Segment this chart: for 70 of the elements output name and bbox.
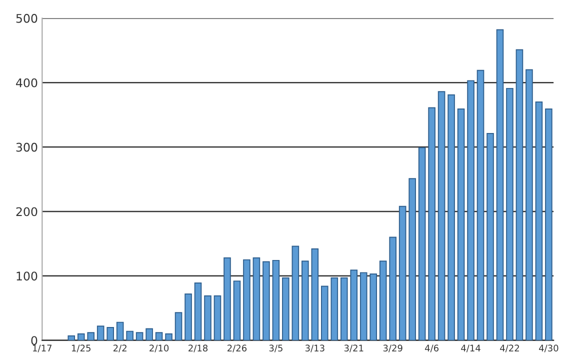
bar (224, 257, 231, 340)
bar (506, 88, 514, 340)
x-tick-label: 2/18 (188, 344, 208, 352)
bar (136, 332, 144, 340)
bar (330, 277, 338, 340)
bar (106, 326, 114, 340)
y-tick-label: 100 (16, 272, 38, 281)
x-tick-label: 3/13 (305, 344, 324, 352)
bar (526, 69, 533, 340)
y-tick-label: 200 (16, 207, 38, 216)
x-tick-label: 3/21 (344, 344, 364, 352)
bar (438, 91, 446, 340)
x-tick-label: 1/25 (72, 344, 90, 352)
bar (476, 70, 484, 340)
bar (204, 295, 212, 340)
bar (408, 178, 416, 340)
bar (68, 335, 76, 340)
bar (87, 332, 95, 340)
bar (486, 133, 494, 340)
x-tick-label: 4/30 (539, 344, 558, 352)
bar (545, 108, 552, 340)
y-tick-label: 500 (16, 14, 38, 23)
x-tick-label: 3/5 (269, 344, 282, 352)
bar (448, 94, 455, 340)
x-tick-label: 2/10 (150, 344, 169, 352)
bar (165, 333, 172, 340)
x-tick-label: 2/26 (228, 344, 247, 352)
bar (77, 333, 85, 340)
bar (389, 236, 396, 340)
x-tick-label: 3/29 (383, 344, 402, 352)
bar (496, 29, 504, 340)
bar (126, 330, 134, 340)
bar (184, 293, 192, 340)
bar (155, 332, 163, 340)
x-tick-label: 4/14 (461, 344, 480, 352)
bar (302, 260, 309, 340)
bar (116, 322, 124, 340)
x-tick-label: 1/17 (33, 344, 52, 352)
bar (282, 277, 290, 340)
bar (418, 147, 426, 340)
bar (379, 260, 387, 340)
x-tick-label: 4/22 (500, 344, 519, 352)
bar (370, 273, 378, 340)
y-tick-label: 0 (31, 336, 38, 345)
bar (146, 328, 153, 340)
y-tick-label: 300 (16, 142, 38, 152)
bar (350, 270, 358, 340)
bar (360, 272, 368, 340)
bar (340, 277, 348, 340)
bar (292, 246, 300, 340)
bar (428, 107, 436, 340)
bar (233, 280, 241, 340)
bar (174, 312, 182, 340)
bar (262, 261, 270, 340)
bar (243, 259, 250, 340)
x-tick-label: 2/2 (113, 344, 126, 352)
x-tick-label: 4/6 (424, 344, 438, 352)
bar (457, 108, 465, 340)
bar (194, 282, 202, 340)
bar (96, 326, 104, 340)
bar (321, 286, 328, 340)
bar (214, 295, 222, 340)
bar (398, 206, 406, 340)
y-tick-label: 400 (16, 78, 38, 88)
bar (311, 248, 319, 340)
bar (252, 257, 260, 340)
bar (516, 49, 524, 340)
bar (272, 260, 280, 340)
bar (467, 80, 474, 340)
bar (535, 101, 543, 340)
